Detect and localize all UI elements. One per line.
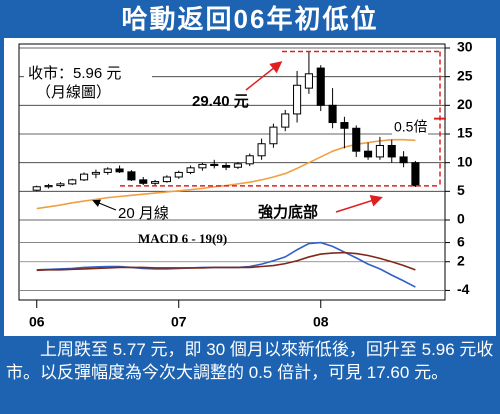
- candle-body: [174, 171, 183, 178]
- candle-body: [233, 163, 242, 168]
- y-tick-label: 6: [457, 233, 465, 249]
- candle-body: [281, 113, 290, 128]
- annotation: 29.40 元: [192, 93, 249, 110]
- y-tick-label: 15: [457, 125, 473, 141]
- y-tick-label: 0: [457, 211, 465, 227]
- plot-frame: [18, 43, 446, 301]
- candle-body: [328, 104, 337, 124]
- annotation: （月線圖）: [36, 84, 111, 101]
- candle-body: [364, 150, 373, 158]
- candle-body: [103, 168, 112, 173]
- candle-body: [139, 179, 148, 184]
- candle-body: [387, 144, 396, 158]
- candle-body: [340, 122, 349, 129]
- arrow: [335, 195, 383, 213]
- arrow: [92, 199, 117, 211]
- x-tick-label: 07: [171, 314, 187, 330]
- x-tick-label: 06: [29, 314, 45, 330]
- candle-body: [269, 126, 278, 145]
- title: 哈動返回06年初低位: [121, 4, 379, 34]
- annotation: 強力底部: [258, 203, 318, 221]
- candle-body: [210, 163, 219, 167]
- y-tick-label: 10: [457, 153, 473, 169]
- macd-line: [36, 251, 416, 272]
- chart: 0 5 10 15 20 25 30 6 2 -4 MACD 6 - 19(9) 06 07 08 收市：5…: [4, 38, 496, 336]
- candle-body: [399, 156, 408, 164]
- candle-body: [44, 185, 53, 188]
- candle-body: [151, 181, 160, 184]
- candle-body: [257, 143, 266, 157]
- candle-body: [304, 73, 313, 89]
- candle-body: [245, 155, 254, 165]
- candle-body: [91, 171, 100, 175]
- candle-body: [127, 171, 136, 181]
- annotation: 20 月線: [118, 205, 169, 222]
- candle-body: [352, 127, 361, 152]
- candle-body: [222, 165, 231, 168]
- arrow: [245, 61, 283, 91]
- candle-body: [115, 168, 124, 173]
- candle-body: [198, 163, 207, 169]
- y-tick-label: 25: [457, 67, 473, 83]
- candle-body: [68, 179, 77, 185]
- candle-body: [162, 176, 171, 183]
- candle-body: [293, 84, 302, 115]
- candle-body: [316, 67, 325, 106]
- candle-body: [186, 167, 195, 173]
- y-tick-label: 20: [457, 96, 473, 112]
- candle-body: [56, 183, 65, 187]
- plot: 0 5 10 15 20 25 30 6 2 -4 MACD 6 - 19(9) 06 07 08 收市：5…: [18, 39, 473, 330]
- annotation: 0.5倍: [394, 119, 427, 135]
- candle-body: [411, 162, 420, 187]
- label-box: [392, 118, 428, 136]
- y-tick-label: 2: [457, 252, 465, 268]
- y-tick-label: 5: [457, 182, 465, 198]
- y-tick-label: -4: [457, 281, 470, 297]
- candle-body: [80, 173, 89, 181]
- y-tick-label: 30: [457, 39, 473, 55]
- candle-body: [375, 144, 384, 158]
- macd-title: MACD 6 - 19(9): [138, 231, 227, 246]
- caption: 上周跌至 5.77 元，即 30 個月以來新低後，回升至 5.96 元收市。以反…: [6, 340, 494, 382]
- x-tick-label: 08: [313, 314, 329, 330]
- annotation: 收市：5.96 元: [28, 65, 121, 82]
- label-box: [24, 62, 152, 102]
- candle-body: [32, 186, 41, 191]
